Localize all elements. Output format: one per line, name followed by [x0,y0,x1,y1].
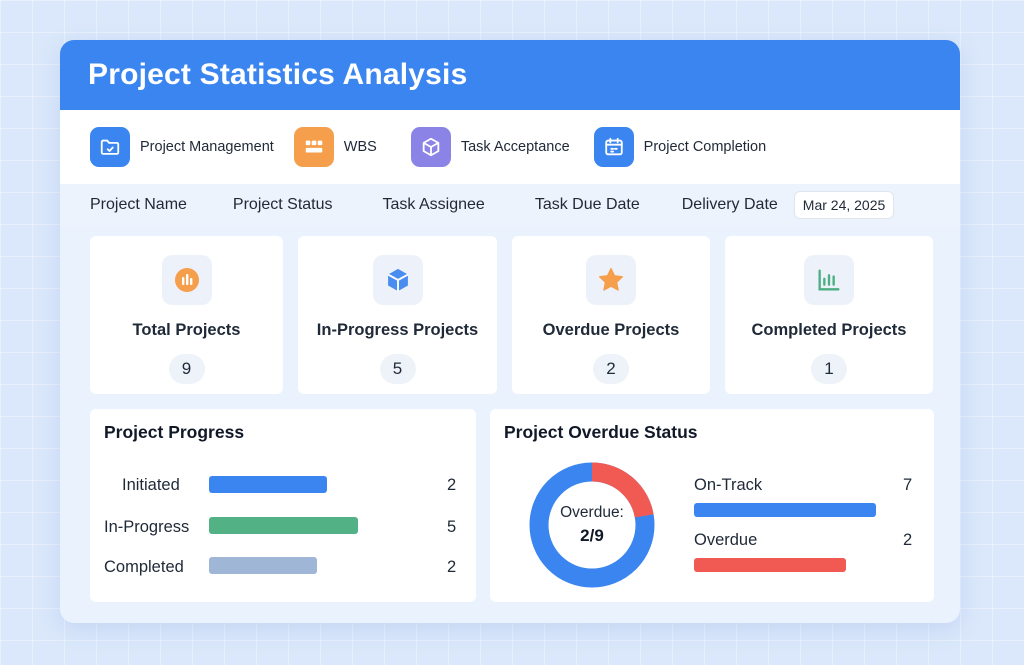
stat-label: Total Projects [132,321,241,339]
overdue-status-panel: Project Overdue Status Overdue: 2/9 On-T… [490,409,934,602]
progress-label-in-progress: In-Progress [104,518,190,536]
filter-task-assignee[interactable]: Task Assignee [382,196,485,213]
progress-label-completed: Completed [104,558,184,576]
filter-project-status[interactable]: Project Status [232,196,333,213]
pie-chart-icon [161,255,212,305]
stat-label: Completed Projects [751,321,907,339]
overdue-legend-on-track: On-Track [694,476,763,494]
star-icon [586,255,636,305]
stat-label: Overdue Projects [542,321,680,339]
overdue-value-overdue: 2 [903,531,913,549]
filter-task-due-date[interactable]: Task Due Date [534,196,640,213]
overdue-value-on-track: 7 [903,476,913,494]
stat-value: 9 [168,354,205,384]
overdue-legend-overdue: Overdue [694,531,758,549]
delivery-date-picker[interactable]: Mar 24, 2025 [793,191,895,219]
stats-cards: Total Projects 9 In-Progress Projects 5 … [90,236,933,394]
stat-value: 1 [811,354,847,384]
progress-bar-in-progress [209,517,358,534]
panel-title: Project Progress [104,422,245,442]
dashboard-window: Project Statistics Analysis Project Mana… [60,40,960,623]
stat-value: 2 [593,354,629,384]
progress-value-initiated: 2 [447,476,457,494]
progress-label-initiated: Initiated [122,476,180,494]
donut-center-label: Overdue: [560,504,624,521]
title-bar: Project Statistics Analysis [60,40,960,110]
nav-label: Project Completion [643,139,767,155]
cube-icon [372,255,423,305]
wbs-icon [293,127,334,167]
nav-item-task-acceptance[interactable]: Task Acceptance [410,127,570,167]
overdue-bar-overdue [694,558,847,572]
overdue-bar-on-track [694,503,877,517]
donut-center: Overdue: 2/9 [530,463,654,587]
progress-bar-completed [209,557,317,574]
module-nav: Project Management WBS Task Acceptance P… [60,110,960,184]
folder-icon [90,127,130,167]
panel-title: Project Overdue Status [504,422,698,442]
bar-chart-icon [804,255,854,305]
filter-bar: Project Name Project Status Task Assigne… [60,184,960,226]
nav-item-wbs[interactable]: WBS [293,127,377,167]
nav-label: WBS [343,139,377,155]
stat-card-in-progress[interactable]: In-Progress Projects 5 [298,236,497,394]
nav-label: Task Acceptance [460,139,570,155]
page-title: Project Statistics Analysis [88,58,468,91]
stat-value: 5 [379,354,416,384]
stat-label: In-Progress Projects [316,321,479,339]
donut-center-value: 2/9 [580,526,604,545]
stat-card-overdue[interactable]: Overdue Projects 2 [512,236,710,394]
box-icon [410,127,451,167]
stat-card-completed[interactable]: Completed Projects 1 [725,236,933,394]
overdue-donut-chart [529,462,655,588]
progress-value-completed: 2 [447,558,457,576]
calendar-icon [593,127,634,167]
filter-delivery-date[interactable]: Delivery Date [681,196,778,213]
donut-segment-overdue [529,462,655,588]
stat-card-total[interactable]: Total Projects 9 [90,236,283,394]
progress-bar-initiated [209,476,328,493]
progress-value-in-progress: 5 [447,518,457,536]
filter-project-name[interactable]: Project Name [90,196,187,213]
project-progress-panel: Project Progress Initiated 2 In-Progress… [90,409,476,602]
nav-label: Project Management [140,139,274,155]
nav-item-project-completion[interactable]: Project Completion [593,127,767,167]
nav-item-project-management[interactable]: Project Management [90,127,274,167]
